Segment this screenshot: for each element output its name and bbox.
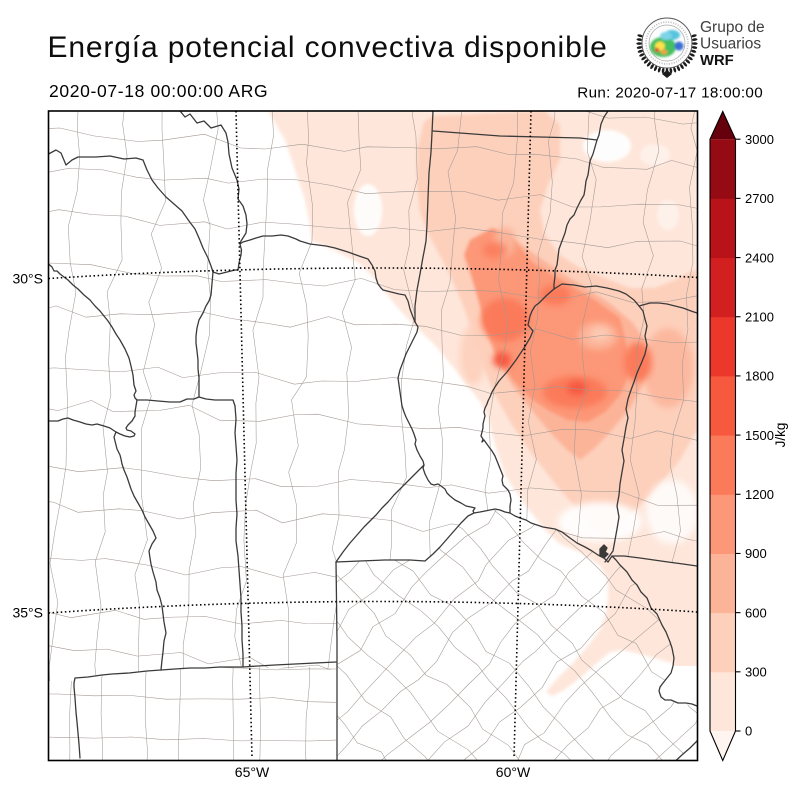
svg-text:1200: 1200 (745, 487, 774, 502)
svg-text:Grupo de: Grupo de (700, 19, 765, 36)
svg-text:Run: 2020-07-17 18:00:00: Run: 2020-07-17 18:00:00 (577, 85, 763, 102)
svg-text:2700: 2700 (745, 191, 774, 206)
svg-text:900: 900 (745, 546, 767, 561)
svg-text:60°W: 60°W (496, 764, 531, 780)
svg-text:2100: 2100 (745, 309, 774, 324)
svg-text:Energía potencial convectiva d: Energía potencial convectiva disponible (48, 31, 608, 64)
svg-text:65°W: 65°W (235, 764, 270, 780)
svg-text:3000: 3000 (745, 132, 774, 147)
svg-text:J/kg: J/kg (773, 423, 788, 448)
svg-text:1500: 1500 (745, 428, 774, 443)
svg-text:300: 300 (745, 665, 767, 680)
svg-text:Usuarios: Usuarios (700, 36, 761, 53)
svg-text:1800: 1800 (745, 369, 774, 384)
svg-text:WRF: WRF (700, 53, 734, 69)
svg-text:2400: 2400 (745, 250, 774, 265)
svg-text:35°S: 35°S (12, 605, 43, 621)
svg-text:0: 0 (745, 724, 752, 739)
svg-text:2020-07-18 00:00:00 ARG: 2020-07-18 00:00:00 ARG (49, 81, 268, 101)
svg-text:600: 600 (745, 605, 767, 620)
svg-text:30°S: 30°S (12, 271, 43, 287)
